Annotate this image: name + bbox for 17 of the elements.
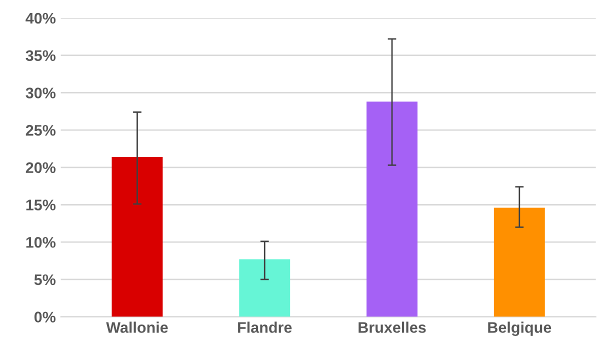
x-tick-label: Wallonie [106,322,168,333]
x-tick-label: Bruxelles [358,322,426,333]
x-tick-label: Belgique [488,322,552,336]
bar [494,208,545,317]
bar [366,102,418,317]
bar [112,156,163,317]
y-tick-label: 10% [26,236,56,248]
y-tick-label: 35% [26,50,56,62]
x-tick-label: Flandre [238,322,292,333]
y-tick-label: 15% [26,200,56,210]
y-tick-label: 30% [26,88,56,98]
y-tick-label: 5% [34,274,56,286]
y-tick-label: 0% [34,312,56,322]
y-tick-label: 20% [26,162,56,174]
bar [239,259,290,317]
y-tick-label: 40% [26,12,56,24]
y-tick-label: 25% [26,124,56,136]
